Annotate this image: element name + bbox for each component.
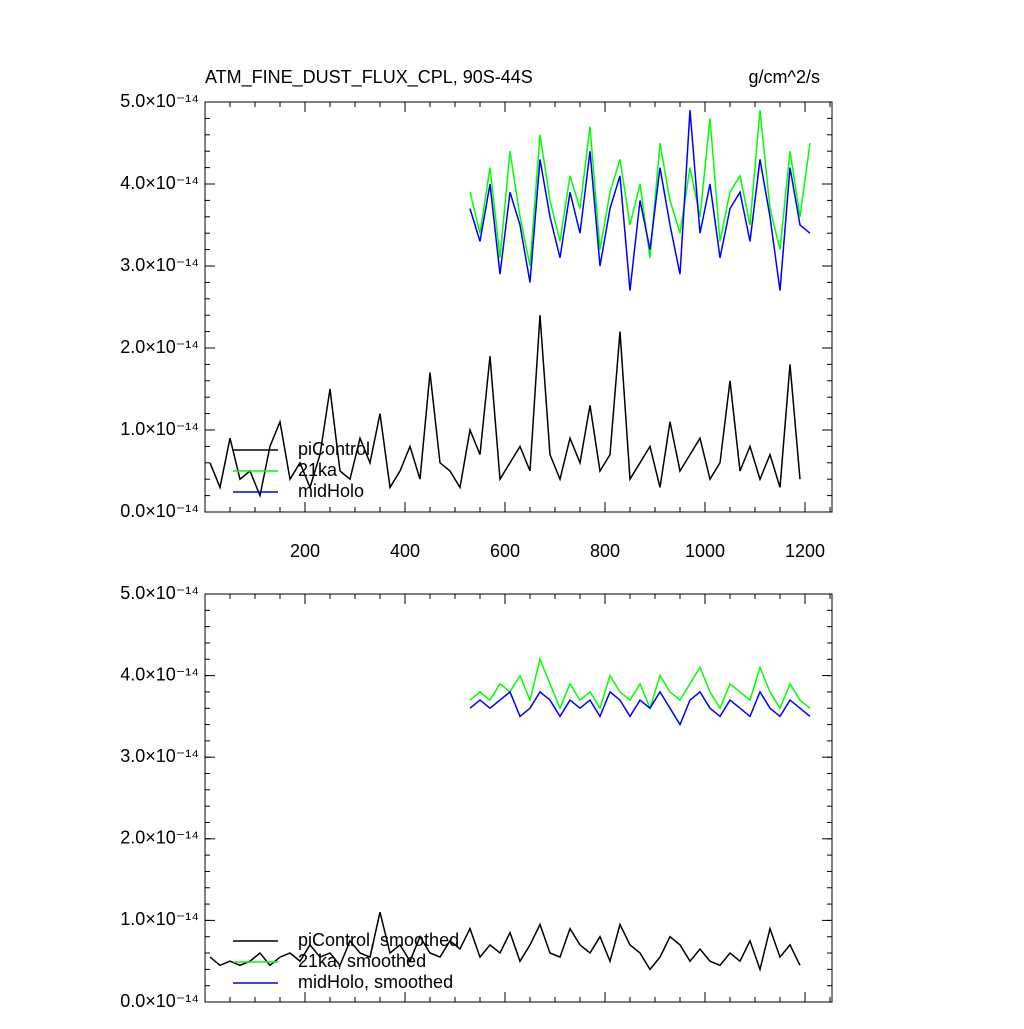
series-line xyxy=(209,912,801,973)
y-tick-label: 0.0×10⁻¹⁴ xyxy=(120,501,199,521)
y-tick-label: 3.0×10⁻¹⁴ xyxy=(120,746,199,766)
units-label: g/cm^2/s xyxy=(749,67,820,87)
legend-label: piControl xyxy=(298,439,370,459)
legend-label: piControl, smoothed xyxy=(298,930,459,950)
series-line xyxy=(469,690,811,727)
legend-label: midHolo, smoothed xyxy=(298,972,453,992)
series-line xyxy=(209,315,801,499)
x-tick-label: 600 xyxy=(490,541,520,561)
series-line xyxy=(469,656,811,711)
legend-label: 21ka, smoothed xyxy=(298,951,426,971)
y-tick-label: 1.0×10⁻¹⁴ xyxy=(120,909,199,929)
x-tick-label: 200 xyxy=(290,541,320,561)
y-tick-label: 2.0×10⁻¹⁴ xyxy=(120,337,199,357)
y-tick-label: 3.0×10⁻¹⁴ xyxy=(120,255,199,275)
x-tick-label: 400 xyxy=(390,541,420,561)
plot-frame xyxy=(204,593,833,1003)
legend-label: 21ka xyxy=(298,460,338,480)
y-tick-label: 5.0×10⁻¹⁴ xyxy=(120,91,199,111)
y-tick-label: 5.0×10⁻¹⁴ xyxy=(120,583,199,603)
y-tick-label: 0.0×10⁻¹⁴ xyxy=(120,991,199,1011)
y-tick-label: 4.0×10⁻¹⁴ xyxy=(120,664,199,684)
plot-frame xyxy=(204,101,833,513)
x-tick-label: 1200 xyxy=(785,541,825,561)
y-tick-label: 2.0×10⁻¹⁴ xyxy=(120,828,199,848)
series-line xyxy=(469,110,811,267)
x-tick-label: 800 xyxy=(590,541,620,561)
series-line xyxy=(469,110,811,291)
legend-label: midHolo xyxy=(298,481,364,501)
x-tick-label: 1000 xyxy=(685,541,725,561)
chart-title: ATM_FINE_DUST_FLUX_CPL, 90S-44S xyxy=(205,67,533,88)
y-tick-label: 1.0×10⁻¹⁴ xyxy=(120,419,199,439)
y-tick-label: 4.0×10⁻¹⁴ xyxy=(120,173,199,193)
